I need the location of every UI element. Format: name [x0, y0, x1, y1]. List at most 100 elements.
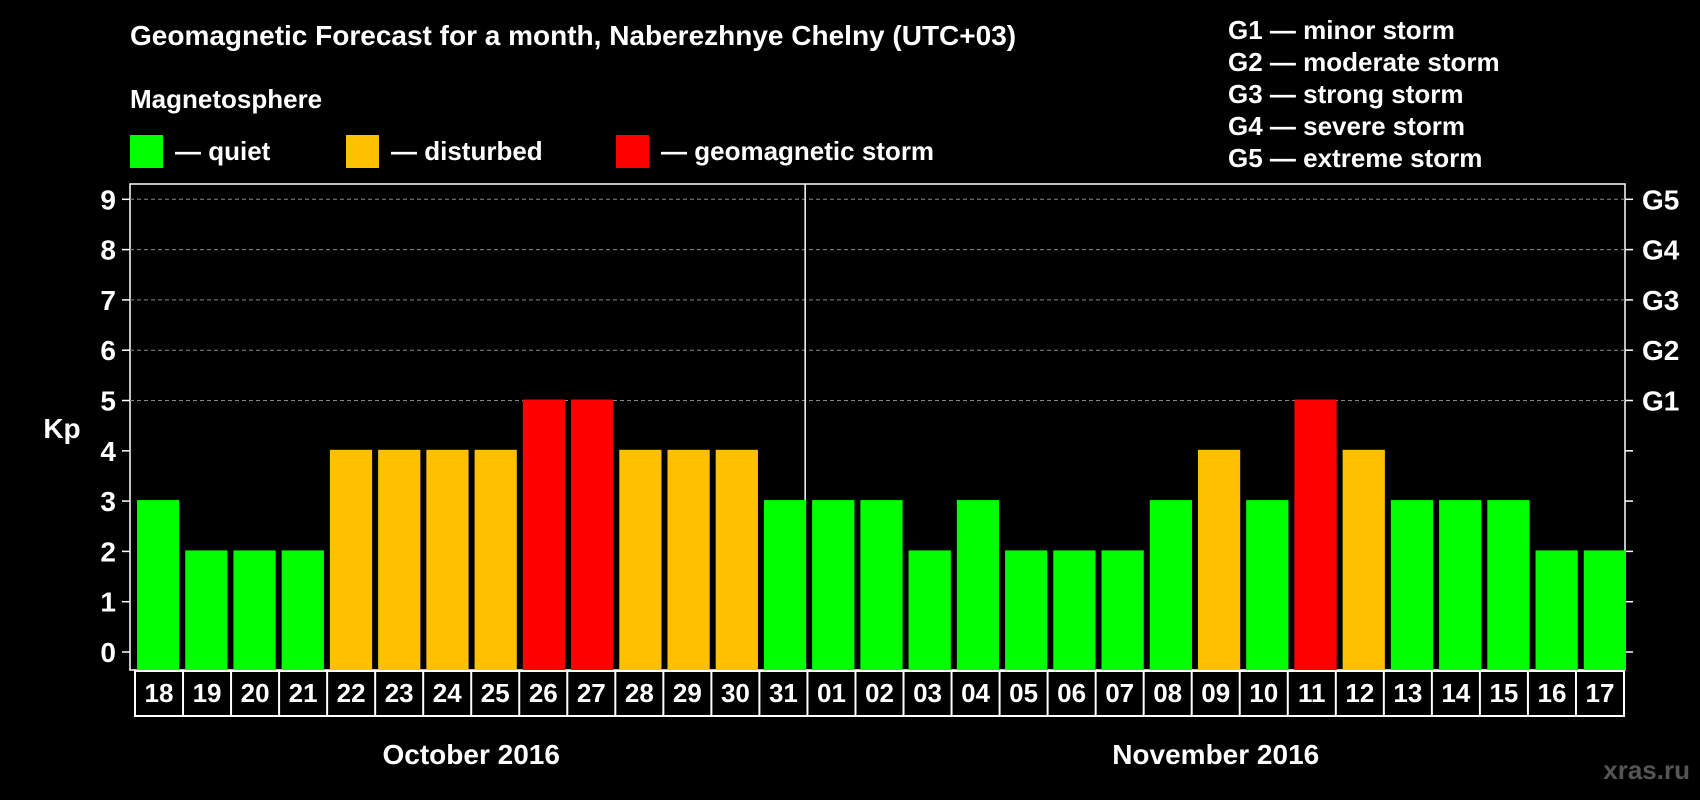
g-scale-label: G4	[1642, 235, 1680, 266]
bar-25	[474, 449, 517, 670]
x-tick-label-06: 06	[1057, 678, 1086, 708]
x-tick-label-02: 02	[865, 678, 894, 708]
x-tick-label-10: 10	[1249, 678, 1278, 708]
date-axis-box	[134, 670, 1625, 717]
x-tick-label-13: 13	[1393, 678, 1422, 708]
x-tick-label-01: 01	[817, 678, 846, 708]
bar-09	[1197, 449, 1241, 670]
g-scale-label: G5	[1642, 184, 1679, 215]
g-scale-legend: G1 — minor storm G2 — moderate storm G3 …	[1228, 14, 1500, 174]
bar-01	[812, 500, 855, 670]
legend-swatch-disturbed	[346, 134, 379, 168]
g-legend-g1: G1 — minor storm	[1228, 15, 1455, 45]
x-tick-label-26: 26	[529, 678, 558, 708]
x-tick-label-24: 24	[433, 678, 462, 708]
bar-13	[1390, 500, 1434, 670]
bar-04	[956, 500, 1000, 670]
y-tick-label: 8	[100, 235, 116, 266]
x-tick-label-09: 09	[1201, 678, 1230, 708]
x-tick-label-21: 21	[289, 678, 318, 708]
legend-label-disturbed: — disturbed	[391, 135, 543, 166]
y-tick-label: 1	[100, 587, 116, 618]
bar-06	[1053, 550, 1096, 670]
legend-storm: — geomagnetic storm	[616, 134, 934, 168]
bar-17	[1583, 550, 1626, 670]
g-legend-g5: G5 — extreme storm	[1228, 143, 1483, 173]
bar-08	[1149, 500, 1192, 670]
x-tick-label-15: 15	[1489, 678, 1518, 708]
x-tick-label-19: 19	[193, 678, 222, 708]
x-tick-label-05: 05	[1009, 678, 1038, 708]
bar-10	[1246, 500, 1289, 670]
x-tick-label-18: 18	[145, 678, 174, 708]
x-tick-label-11: 11	[1298, 678, 1326, 708]
y-tick-label: 4	[100, 436, 116, 467]
bar-12	[1342, 449, 1385, 670]
x-tick-label-20: 20	[241, 678, 270, 708]
x-tick-label-17: 17	[1586, 678, 1615, 708]
legend-swatch-quiet	[130, 134, 163, 168]
bar-05	[1005, 550, 1048, 670]
legend-swatch-storm	[616, 134, 649, 168]
x-tick-label-30: 30	[721, 678, 750, 708]
g-legend-g4: G4 — severe storm	[1228, 111, 1466, 141]
x-tick-label-16: 16	[1537, 678, 1566, 708]
x-tick-label-08: 08	[1153, 678, 1182, 708]
y-tick-label: 2	[100, 536, 116, 567]
legend-subtitle: Magnetosphere	[130, 84, 323, 114]
bar-14	[1439, 500, 1482, 670]
bar-02	[860, 500, 903, 670]
bar-21	[281, 550, 324, 670]
x-tick-label-25: 25	[481, 678, 510, 708]
bar-28	[619, 449, 662, 670]
bar-23	[378, 449, 421, 670]
x-tick-label-04: 04	[961, 678, 990, 708]
x-tick-label-07: 07	[1105, 678, 1134, 708]
y-tick-label: 9	[100, 184, 116, 215]
bar-30	[715, 449, 758, 670]
bar-24	[426, 449, 469, 670]
g-legend-g3: G3 — strong storm	[1228, 79, 1464, 109]
g-scale-label: G3	[1642, 285, 1679, 316]
legend-disturbed: — disturbed	[346, 134, 543, 168]
legend-label-storm: — geomagnetic storm	[661, 135, 935, 166]
y-tick-label: 0	[100, 637, 116, 668]
y-tick-label: 3	[100, 486, 116, 517]
legend-quiet: — quiet	[130, 134, 270, 168]
bar-29	[667, 449, 710, 670]
x-tick-label-23: 23	[385, 678, 414, 708]
x-tick-label-03: 03	[913, 678, 942, 708]
month-label-november: November 2016	[1112, 739, 1319, 770]
bar-26	[522, 399, 566, 670]
x-tick-label-31: 31	[769, 678, 798, 708]
month-label-october: October 2016	[383, 739, 560, 770]
bar-11	[1294, 399, 1337, 670]
bar-19	[185, 550, 228, 670]
bar-20	[233, 550, 276, 670]
chart-title: Geomagnetic Forecast for a month, Nabere…	[130, 20, 1017, 51]
g-scale-label: G1	[1642, 386, 1679, 417]
y-tick-label: 6	[100, 335, 116, 366]
bar-18	[137, 500, 180, 670]
x-tick-label-29: 29	[673, 678, 702, 708]
bar-31	[763, 500, 807, 670]
bar-22	[329, 449, 373, 670]
bar-03	[908, 550, 951, 670]
legend-label-quiet: — quiet	[175, 135, 271, 166]
x-tick-label-12: 12	[1345, 678, 1374, 708]
bar-27	[571, 399, 614, 670]
x-tick-label-27: 27	[577, 678, 606, 708]
y-axis-label: Kp	[43, 413, 80, 444]
bar-15	[1487, 500, 1530, 670]
y-tick-label: 7	[100, 285, 116, 316]
watermark: xras.ru	[1603, 755, 1690, 785]
x-tick-label-14: 14	[1441, 678, 1470, 708]
g-scale-label: G2	[1642, 335, 1679, 366]
bar-16	[1535, 550, 1578, 670]
bar-07	[1101, 550, 1144, 670]
x-tick-label-22: 22	[337, 678, 366, 708]
y-tick-label: 5	[100, 386, 116, 417]
x-tick-label-28: 28	[625, 678, 654, 708]
g-legend-g2: G2 — moderate storm	[1228, 47, 1500, 77]
